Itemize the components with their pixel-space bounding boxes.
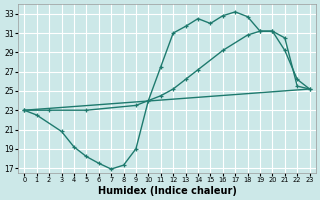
X-axis label: Humidex (Indice chaleur): Humidex (Indice chaleur) (98, 186, 236, 196)
